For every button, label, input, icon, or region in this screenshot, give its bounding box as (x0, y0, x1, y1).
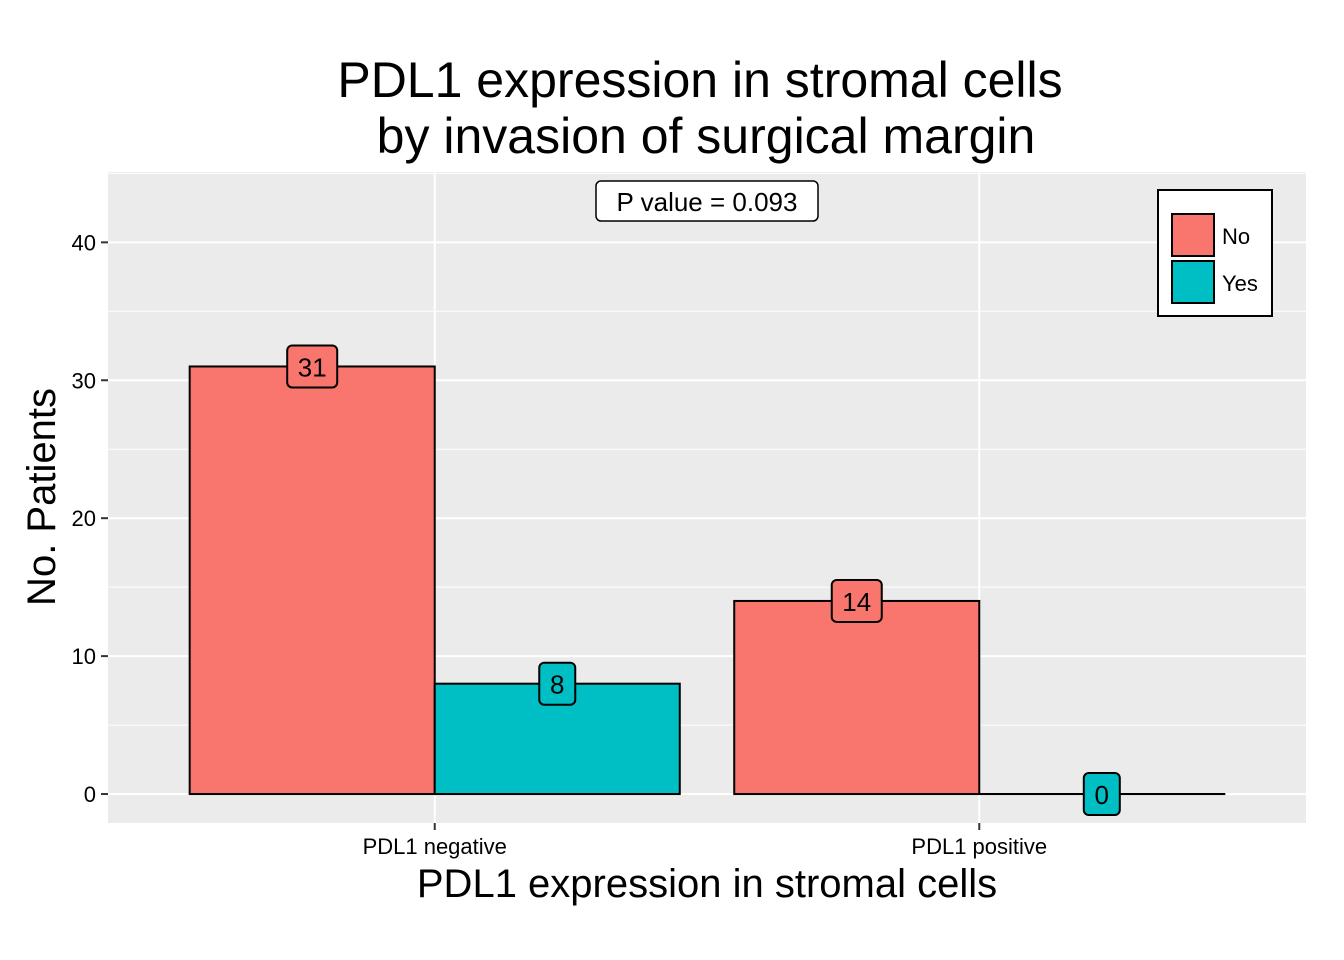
y-tick-label: 30 (72, 368, 96, 393)
legend-key-yes (1171, 260, 1215, 304)
bar-no (733, 599, 981, 796)
p-value-text: P value = 0.093 (617, 187, 798, 217)
y-tick-label: 20 (72, 506, 96, 531)
y-tick-label: 40 (72, 230, 96, 255)
x-tick-label: PDL1 positive (911, 834, 1047, 859)
chart-title-line-2: by invasion of surgical margin (377, 108, 1036, 164)
legend-label-no: No (1222, 224, 1250, 249)
data-label-box (1082, 772, 1121, 817)
bars (188, 365, 1226, 796)
legend-key-no (1171, 213, 1215, 257)
x-axis: PDL1 negative PDL1 positive (363, 823, 1047, 859)
y-axis: 0 10 20 30 40 (72, 230, 108, 807)
legend: No Yes (1157, 189, 1273, 317)
data-label: 0 (1095, 780, 1109, 810)
chart-title-line-1: PDL1 expression in stromal cells (337, 52, 1062, 108)
data-label-box (286, 344, 339, 389)
data-label: 31 (298, 352, 327, 382)
data-labels: 31 8 14 0 (286, 344, 1121, 817)
y-axis-title: No. Patients (20, 388, 64, 606)
data-label: 14 (842, 587, 871, 617)
legend-label-yes: Yes (1222, 271, 1258, 296)
x-tick-label: PDL1 negative (363, 834, 507, 859)
p-value-box (595, 180, 819, 222)
x-axis-title: PDL1 expression in stromal cells (417, 862, 997, 906)
data-label-box (830, 578, 883, 623)
data-label-box (538, 661, 577, 706)
data-label: 8 (550, 670, 564, 700)
y-tick-label: 10 (72, 644, 96, 669)
p-value-annotation: P value = 0.093 (595, 180, 819, 222)
bar-no (188, 365, 436, 796)
y-tick-label: 0 (84, 782, 96, 807)
